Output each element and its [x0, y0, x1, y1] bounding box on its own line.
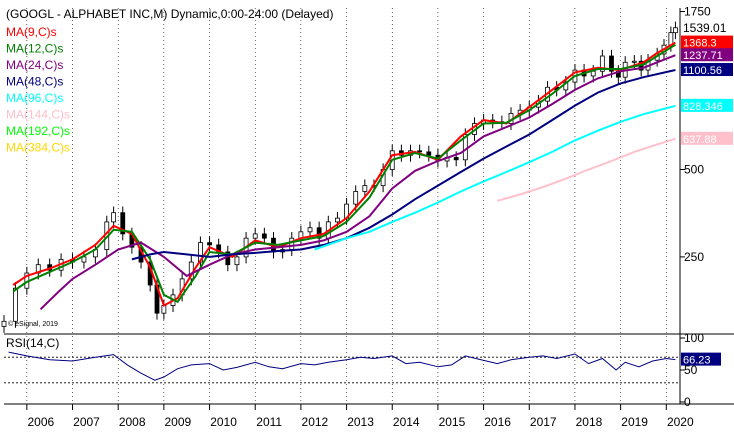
x-tick-label: 2012 [302, 415, 329, 429]
x-tick-label: 2014 [393, 415, 420, 429]
x-tick-label: 2019 [621, 415, 648, 429]
last-price-label: 1539.01 [683, 21, 727, 35]
rsi-label: RSI(14,C) [6, 336, 59, 350]
svg-text:1368.3: 1368.3 [683, 38, 717, 50]
x-tick-label: 2016 [484, 415, 511, 429]
svg-text:1100.56: 1100.56 [683, 65, 722, 77]
legend-entry: MA(144,C)s [6, 108, 70, 122]
value-tag: 1368.3 [681, 35, 733, 50]
ma-line-ma-9-c-s [12, 41, 676, 307]
x-tick-label: 2010 [210, 415, 237, 429]
ma-line-ma-12-c-s [12, 43, 676, 304]
chart-title: (GOOGL - ALPHABET INC,M) Dynamic,0:00-24… [6, 7, 333, 21]
legend-entry: MA(12,C)s [6, 42, 63, 56]
x-tick-label: 2011 [256, 415, 282, 429]
moving-average-layer [12, 41, 676, 311]
price-tick-label: 1750 [684, 5, 711, 19]
svg-text:828.346: 828.346 [683, 101, 723, 113]
ma-line-ma-144-c-s [497, 137, 676, 202]
svg-text:66.23: 66.23 [683, 355, 711, 367]
price-candle [261, 227, 267, 245]
legend-entry: MA(192,C)s [6, 124, 70, 138]
legend-entry: MA(24,C)s [6, 58, 63, 72]
axis-layer: 2006 2007 2008 2009 2010 2011 2012 2013 2014 2015… [4, 5, 734, 429]
x-tick-label: 2013 [347, 415, 374, 429]
ma-line-ma-96-c-s [314, 104, 676, 251]
value-tag: 1100.56 [681, 63, 733, 77]
ma-line-ma-24-c-s [39, 54, 676, 311]
x-tick-label: 2006 [27, 415, 54, 429]
copyright-text: © eSignal, 2019 [8, 320, 58, 328]
price-candle [599, 49, 605, 78]
x-tick-label: 2007 [73, 415, 100, 429]
x-tick-label: 2015 [439, 415, 466, 429]
rsi-tick-label: 100 [684, 331, 704, 345]
rsi-value-tag: 66.23 [681, 352, 721, 367]
price-candle [362, 179, 368, 198]
price-candle [426, 145, 432, 162]
svg-text:637.88: 637.88 [683, 134, 717, 146]
legend-entry: MA(96,C)s [6, 91, 63, 105]
price-candle [417, 144, 423, 159]
x-tick-label: 2020 [667, 415, 694, 429]
legend-entry: MA(384,C)s [6, 141, 70, 155]
price-tick-label: 250 [684, 250, 704, 264]
x-tick-label: 2008 [119, 415, 146, 429]
value-tag: 637.88 [681, 131, 733, 146]
legend-entry: MA(9,C)s [6, 25, 57, 39]
value-tag: 1237.71 [681, 48, 733, 62]
x-tick-label: 2009 [165, 415, 192, 429]
price-candle [673, 21, 678, 40]
rsi-tick-label: 50 [684, 363, 698, 377]
legend-entry: MA(48,C)s [6, 75, 63, 89]
svg-text:1237.71: 1237.71 [683, 50, 723, 62]
price-candle [1, 315, 7, 333]
ma-line-ma-48-c-s [131, 69, 676, 261]
legend: MA(9,C)s MA(12,C)s MA(24,C)s MA(48,C)s MA(96… [6, 25, 70, 155]
price-candle [120, 206, 126, 241]
rsi-tick-label: 0 [684, 395, 691, 409]
rsi-line [8, 351, 676, 381]
rsi-layer [4, 351, 680, 384]
value-tag: 828.346 [681, 98, 733, 113]
price-tick-label: 500 [684, 163, 704, 177]
x-tick-label: 2018 [576, 415, 603, 429]
x-tick-label: 2017 [530, 415, 557, 429]
